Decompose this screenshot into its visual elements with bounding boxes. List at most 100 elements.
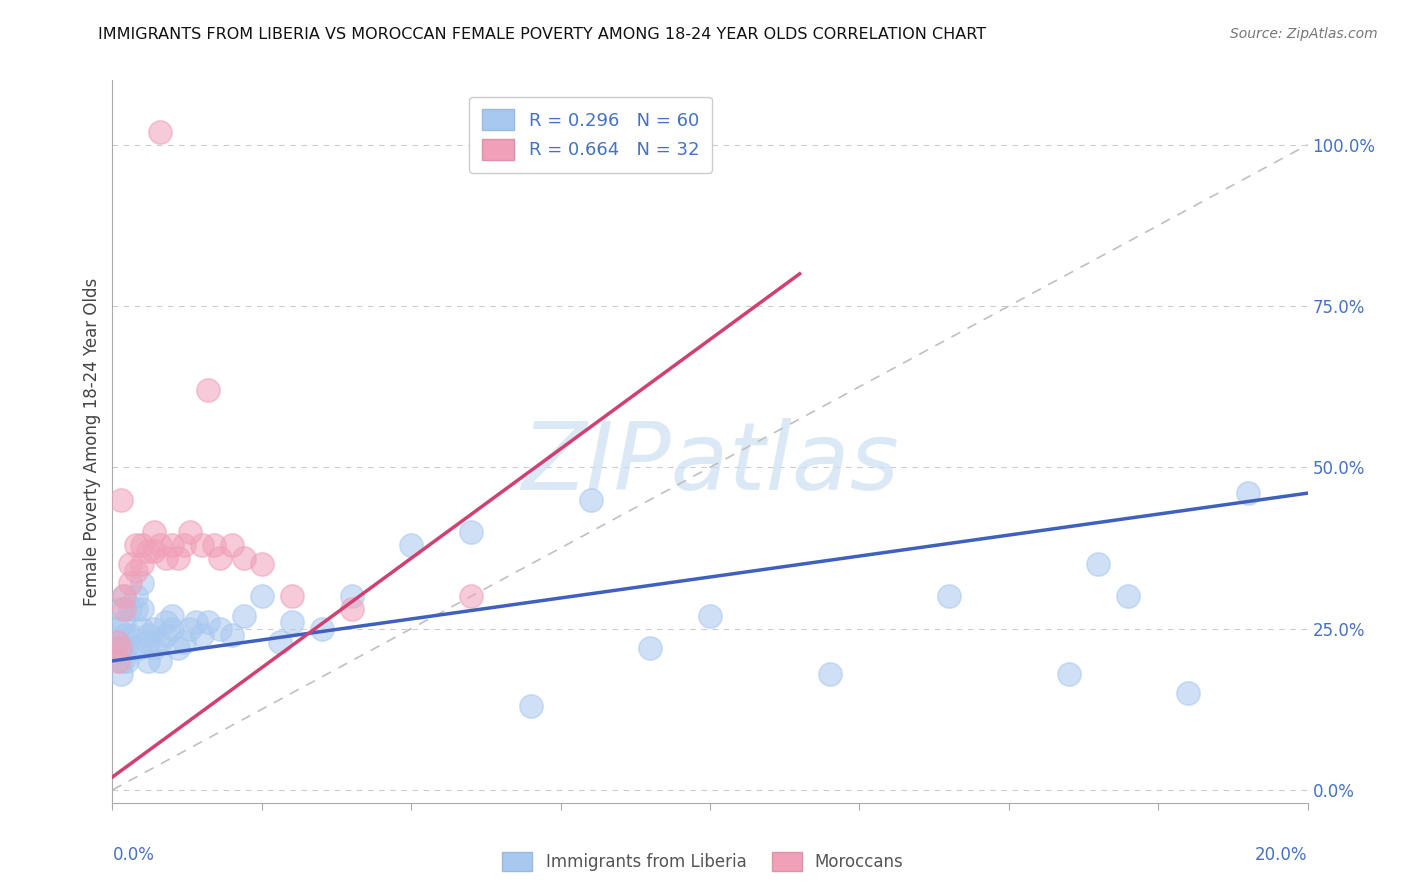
Point — [120, 602, 142, 616]
Point — [155, 615, 177, 630]
Point — [162, 622, 183, 636]
Point — [128, 640, 150, 655]
Point — [108, 640, 131, 655]
Point — [155, 628, 177, 642]
Point — [1237, 486, 1260, 500]
Point — [125, 538, 148, 552]
Point — [114, 590, 135, 604]
Legend: R = 0.296   N = 60, R = 0.664   N = 32: R = 0.296 N = 60, R = 0.664 N = 32 — [470, 96, 711, 172]
Point — [143, 622, 166, 636]
Point — [250, 590, 273, 604]
Point — [143, 544, 166, 558]
Point — [110, 634, 132, 648]
Point — [107, 622, 129, 636]
Point — [105, 640, 128, 655]
Point — [460, 524, 482, 539]
Point — [117, 654, 139, 668]
Point — [221, 538, 243, 552]
Point — [131, 622, 153, 636]
Y-axis label: Female Poverty Among 18-24 Year Olds: Female Poverty Among 18-24 Year Olds — [83, 277, 101, 606]
Point — [111, 654, 134, 668]
Point — [179, 622, 201, 636]
Point — [120, 640, 142, 655]
Point — [179, 524, 201, 539]
Point — [281, 590, 304, 604]
Point — [131, 602, 153, 616]
Point — [138, 544, 160, 558]
Point — [107, 654, 129, 668]
Point — [520, 699, 543, 714]
Point — [149, 538, 172, 552]
Point — [167, 550, 190, 565]
Point — [155, 550, 177, 565]
Point — [202, 538, 225, 552]
Point — [1057, 666, 1080, 681]
Point — [233, 608, 256, 623]
Point — [125, 564, 148, 578]
Point — [173, 634, 195, 648]
Point — [114, 590, 135, 604]
Point — [110, 666, 132, 681]
Point — [110, 602, 132, 616]
Point — [197, 615, 219, 630]
Point — [173, 538, 195, 552]
Point — [149, 125, 172, 139]
Point — [110, 492, 132, 507]
Point — [250, 557, 273, 571]
Point — [149, 654, 172, 668]
Point — [138, 634, 160, 648]
Point — [114, 615, 135, 630]
Point — [340, 602, 363, 616]
Point — [699, 608, 721, 623]
Point — [114, 628, 135, 642]
Legend: Immigrants from Liberia, Moroccans: Immigrants from Liberia, Moroccans — [494, 843, 912, 880]
Point — [579, 492, 602, 507]
Point — [149, 634, 172, 648]
Point — [167, 640, 190, 655]
Point — [120, 576, 142, 591]
Point — [281, 615, 304, 630]
Point — [125, 602, 148, 616]
Point — [401, 538, 423, 552]
Point — [186, 615, 208, 630]
Point — [191, 538, 214, 552]
Point — [108, 654, 131, 668]
Point — [120, 628, 142, 642]
Point — [221, 628, 243, 642]
Point — [131, 576, 153, 591]
Point — [105, 634, 128, 648]
Point — [818, 666, 841, 681]
Point — [1177, 686, 1199, 700]
Point — [143, 524, 166, 539]
Text: 20.0%: 20.0% — [1256, 847, 1308, 864]
Point — [143, 640, 166, 655]
Point — [162, 608, 183, 623]
Text: ZIPatlas: ZIPatlas — [522, 417, 898, 508]
Point — [138, 654, 160, 668]
Point — [311, 622, 333, 636]
Point — [1087, 557, 1109, 571]
Point — [197, 383, 219, 397]
Point — [138, 628, 160, 642]
Point — [131, 557, 153, 571]
Point — [340, 590, 363, 604]
Point — [269, 634, 291, 648]
Point — [938, 590, 960, 604]
Point — [162, 538, 183, 552]
Point — [1118, 590, 1140, 604]
Point — [114, 602, 135, 616]
Point — [114, 640, 136, 655]
Point — [191, 628, 214, 642]
Point — [125, 590, 148, 604]
Point — [131, 538, 153, 552]
Text: IMMIGRANTS FROM LIBERIA VS MOROCCAN FEMALE POVERTY AMONG 18-24 YEAR OLDS CORRELA: IMMIGRANTS FROM LIBERIA VS MOROCCAN FEMA… — [98, 27, 987, 42]
Text: 0.0%: 0.0% — [112, 847, 155, 864]
Point — [460, 590, 482, 604]
Text: Source: ZipAtlas.com: Source: ZipAtlas.com — [1230, 27, 1378, 41]
Point — [209, 550, 232, 565]
Point — [209, 622, 232, 636]
Point — [233, 550, 256, 565]
Point — [640, 640, 662, 655]
Point — [111, 640, 134, 655]
Point — [120, 557, 142, 571]
